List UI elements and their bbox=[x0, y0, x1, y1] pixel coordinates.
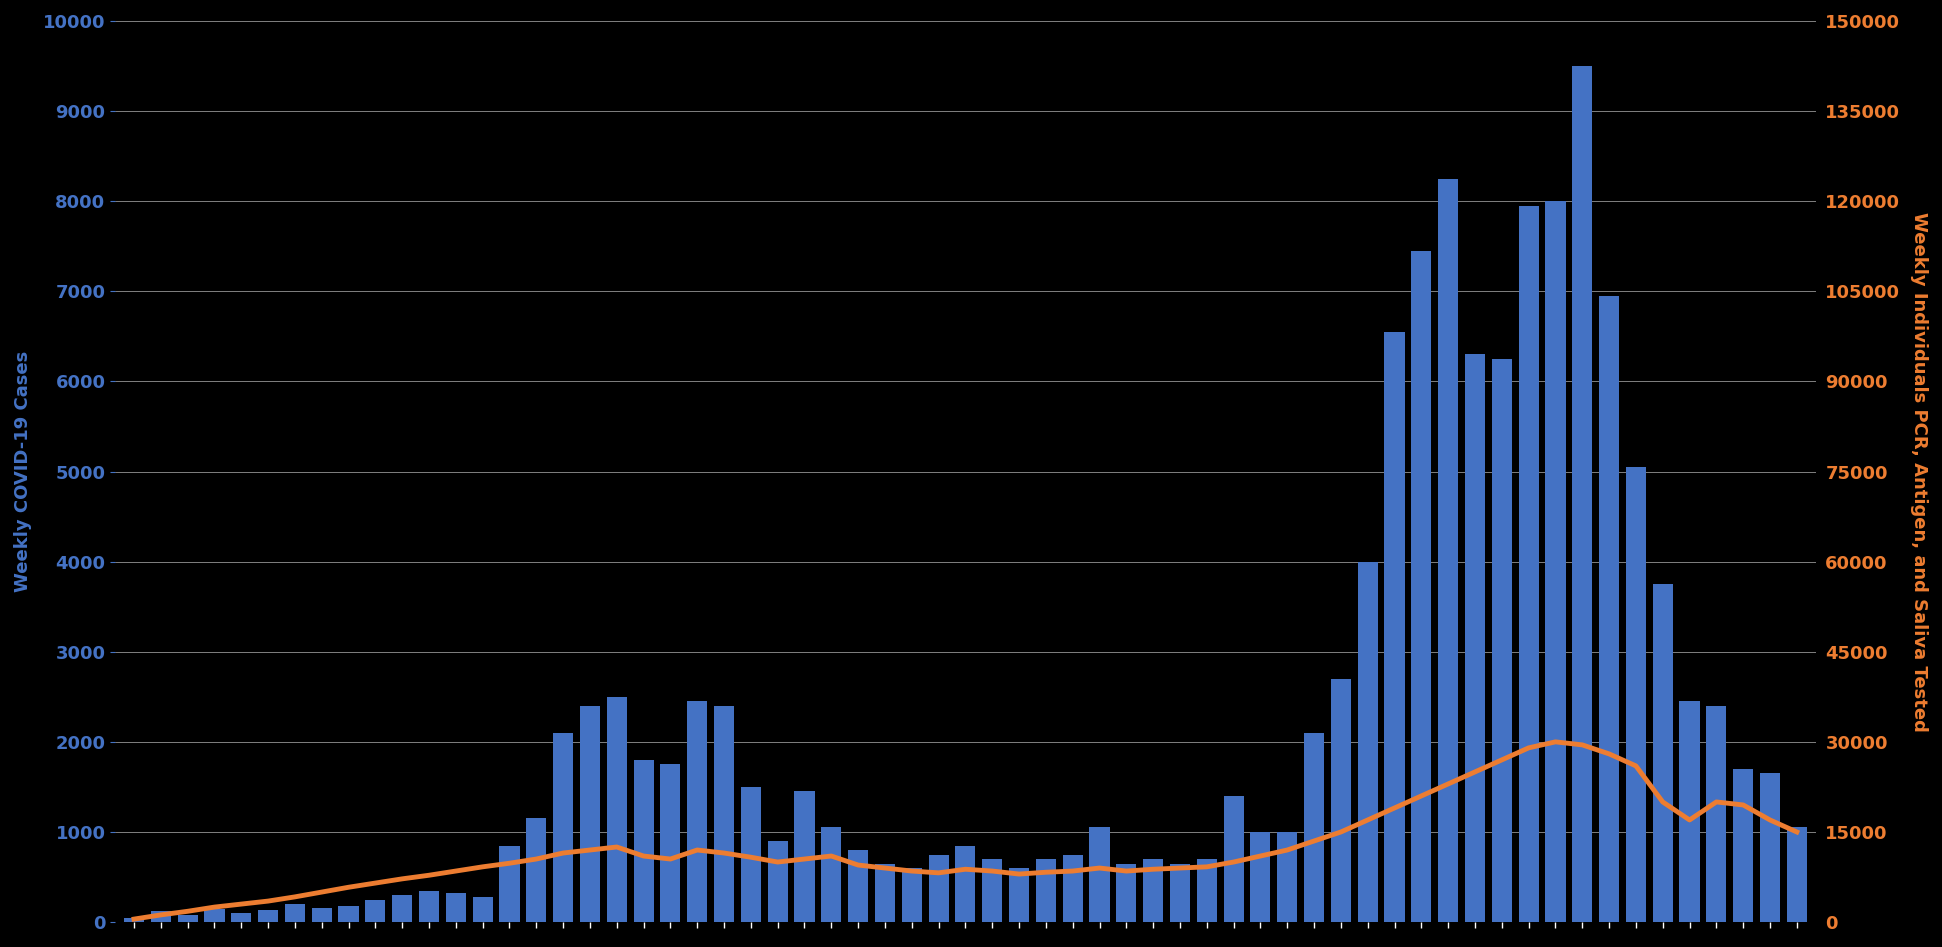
Bar bbox=[447, 893, 466, 922]
Bar bbox=[1412, 251, 1431, 922]
Bar bbox=[1519, 205, 1538, 922]
Bar bbox=[1680, 702, 1699, 922]
Bar bbox=[151, 911, 171, 922]
Bar bbox=[365, 900, 385, 922]
Bar bbox=[392, 895, 412, 922]
Bar bbox=[1357, 562, 1377, 922]
Bar bbox=[928, 854, 948, 922]
Bar bbox=[285, 904, 305, 922]
Bar bbox=[715, 706, 734, 922]
Bar bbox=[1598, 295, 1620, 922]
Bar bbox=[1385, 331, 1404, 922]
Y-axis label: Weekly COVID-19 Cases: Weekly COVID-19 Cases bbox=[14, 351, 31, 592]
Bar bbox=[1278, 832, 1297, 922]
Bar bbox=[901, 868, 922, 922]
Bar bbox=[526, 818, 546, 922]
Bar bbox=[1035, 859, 1056, 922]
Bar bbox=[1759, 774, 1781, 922]
Bar bbox=[633, 759, 654, 922]
Bar bbox=[1439, 179, 1458, 922]
Bar bbox=[311, 907, 332, 922]
Bar bbox=[1010, 868, 1029, 922]
Bar bbox=[1062, 854, 1084, 922]
Bar bbox=[876, 864, 895, 922]
Bar bbox=[1223, 795, 1243, 922]
Bar bbox=[955, 846, 975, 922]
Bar bbox=[124, 918, 144, 922]
Bar bbox=[472, 897, 493, 922]
Bar bbox=[177, 915, 198, 922]
Bar bbox=[1787, 828, 1806, 922]
Bar bbox=[660, 764, 680, 922]
Bar bbox=[204, 908, 225, 922]
Bar bbox=[1330, 679, 1352, 922]
Bar bbox=[687, 702, 707, 922]
Bar bbox=[1303, 733, 1324, 922]
Bar bbox=[1144, 859, 1163, 922]
Bar bbox=[767, 841, 788, 922]
Bar bbox=[1625, 467, 1647, 922]
Bar bbox=[419, 890, 439, 922]
Bar bbox=[553, 733, 573, 922]
Bar bbox=[231, 913, 251, 922]
Bar bbox=[849, 850, 868, 922]
Bar bbox=[794, 792, 814, 922]
Bar bbox=[1464, 354, 1486, 922]
Bar bbox=[1653, 584, 1672, 922]
Bar bbox=[258, 910, 278, 922]
Bar bbox=[1169, 864, 1190, 922]
Bar bbox=[499, 846, 520, 922]
Bar bbox=[1251, 832, 1270, 922]
Bar bbox=[1546, 201, 1565, 922]
Bar bbox=[1732, 769, 1754, 922]
Bar bbox=[1491, 359, 1513, 922]
Bar bbox=[606, 697, 627, 922]
Bar bbox=[821, 828, 841, 922]
Bar bbox=[1117, 864, 1136, 922]
Bar bbox=[338, 906, 359, 922]
Bar bbox=[1196, 859, 1218, 922]
Bar bbox=[1089, 828, 1109, 922]
Bar bbox=[581, 706, 600, 922]
Bar bbox=[1707, 706, 1726, 922]
Bar bbox=[983, 859, 1002, 922]
Bar bbox=[740, 787, 761, 922]
Y-axis label: Weekly Individuals PCR, Antigen, and Saliva Tested: Weekly Individuals PCR, Antigen, and Sal… bbox=[1911, 211, 1928, 731]
Bar bbox=[1573, 66, 1592, 922]
